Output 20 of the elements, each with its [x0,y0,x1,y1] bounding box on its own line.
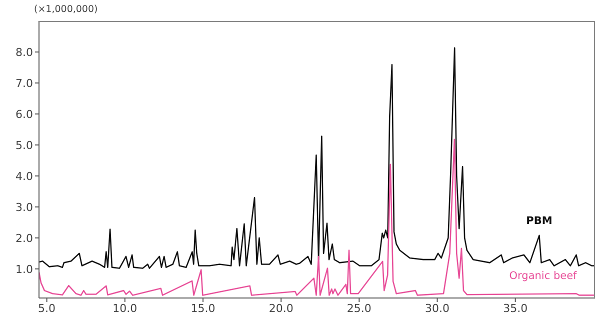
series-label: PBM [526,215,552,228]
x-tick-label: 25.0 [346,302,372,315]
line-series [39,47,595,269]
x-tick-label: 20.0 [268,302,294,315]
y-tick-label: 4.0 [16,170,33,183]
y-tick-label: 3.0 [16,200,33,214]
y-tick-label: 5.0 [16,138,33,152]
y-tick-label: 1.0 [16,262,33,276]
x-tick-label: 15.0 [190,302,216,315]
x-tick-label: 5.0 [38,302,56,315]
line-series [39,138,595,296]
y-tick-label: 6.0 [16,108,33,121]
x-tick-label: 30.0 [425,302,450,315]
y-tick-label: 2.0 [16,232,33,245]
series-label: Organic beef [509,270,577,282]
y-tick-label: 7.0 [16,76,33,90]
x-tick-label: 10.0 [112,302,138,315]
y-tick-label: 8.0 [16,46,33,59]
y-axis-title: (×1,000,000) [34,4,98,15]
x-tick-label: 35.0 [503,302,528,315]
